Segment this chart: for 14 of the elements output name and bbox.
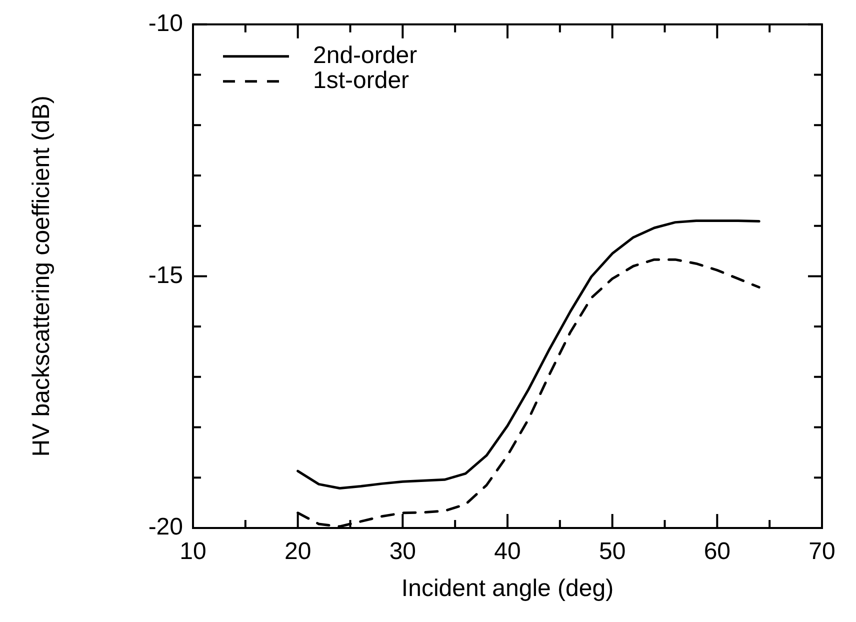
y-tick-label: -15 <box>148 262 183 289</box>
y-axis-title: HV backscattering coefficient (dB) <box>28 96 56 457</box>
x-tick-label: 20 <box>284 538 312 566</box>
x-tick-label: 50 <box>598 538 626 566</box>
y-tick-label: -10 <box>148 10 183 38</box>
x-tick-label: 30 <box>389 538 416 566</box>
x-tick-label: 60 <box>704 538 731 566</box>
y-tick-label: -20 <box>148 514 183 541</box>
x-tick-label: 40 <box>494 538 521 566</box>
x-axis-title: Incident angle (deg) <box>401 575 614 602</box>
legend-label: 1st-order <box>313 67 410 94</box>
x-tick-label: 70 <box>808 538 836 566</box>
legend-label: 2nd-order <box>313 42 418 70</box>
x-tick-label: 10 <box>180 538 206 566</box>
